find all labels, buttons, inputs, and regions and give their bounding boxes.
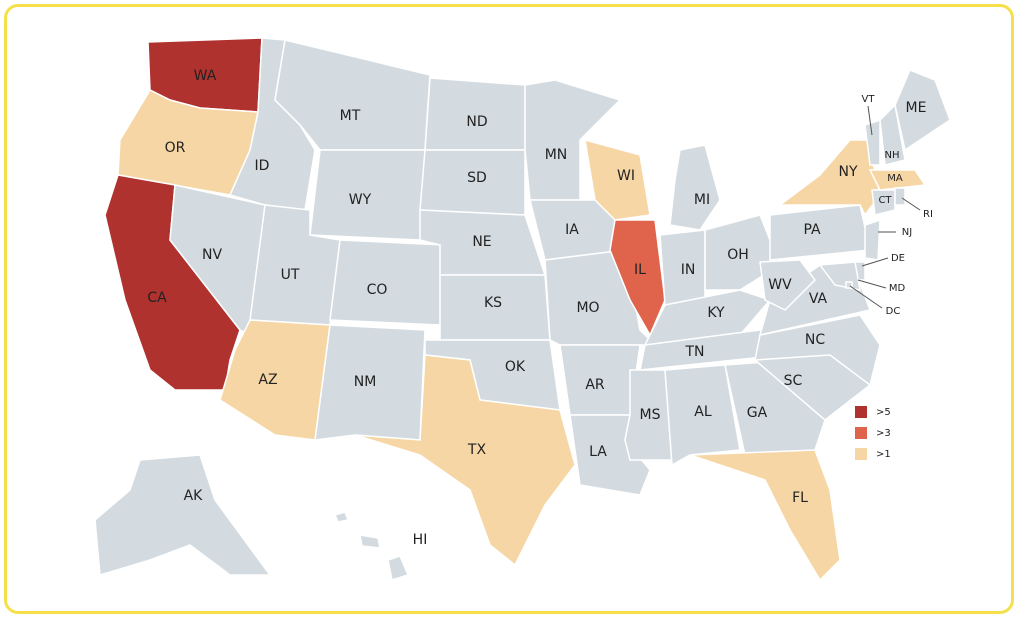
state-label: AK: [184, 488, 204, 504]
legend-label: >3: [876, 428, 891, 439]
legend-swatch: [855, 448, 867, 460]
state-label: ND: [466, 114, 487, 130]
state-label: NM: [354, 374, 377, 390]
legend-swatch: [855, 406, 867, 418]
state-label: NE: [472, 234, 491, 250]
state-label: NC: [805, 332, 825, 348]
state: [759, 259, 816, 311]
state-label: OH: [727, 247, 749, 263]
state-label: FL: [792, 490, 808, 506]
state: [584, 138, 651, 221]
state-label: WY: [349, 192, 372, 208]
state-label: TX: [467, 442, 487, 458]
state: [864, 218, 881, 261]
state-label: MO: [576, 300, 599, 316]
state: [754, 314, 881, 387]
state: [894, 187, 906, 206]
frame: [4, 4, 1014, 614]
state-label: NJ: [902, 227, 912, 238]
state-label: NV: [202, 247, 222, 263]
state-label: MA: [887, 173, 903, 184]
state: [94, 454, 272, 576]
state-label: GA: [747, 405, 768, 421]
state-label: OK: [505, 359, 526, 375]
state-label: WV: [768, 277, 792, 293]
state-label: PA: [803, 222, 821, 238]
state-label: SC: [784, 373, 803, 389]
state-label: DC: [886, 306, 901, 317]
state: [524, 79, 622, 201]
state-label: AR: [585, 377, 605, 393]
state: [664, 364, 741, 467]
state-label: MD: [889, 283, 906, 294]
legend-label: >1: [876, 449, 891, 460]
state-label: HI: [413, 532, 428, 548]
state-label: ME: [906, 100, 927, 116]
state-label: AZ: [258, 372, 277, 388]
legend-label: >5: [876, 407, 891, 418]
state: [689, 449, 841, 582]
state-label: MT: [340, 108, 361, 124]
state-label: CO: [367, 282, 388, 298]
state: [864, 118, 881, 166]
state: [643, 289, 772, 346]
leader-line: [901, 197, 921, 211]
state-label: MN: [545, 147, 568, 163]
state-label: SD: [467, 170, 487, 186]
leader-line: [867, 105, 873, 136]
state: [777, 139, 881, 217]
state: [868, 169, 927, 191]
state-label: KS: [484, 295, 502, 311]
state-label: IN: [681, 262, 696, 278]
state-label: WA: [194, 68, 217, 84]
state-label: MI: [694, 192, 710, 208]
state-label: MS: [640, 407, 661, 423]
state-label: ID: [255, 158, 270, 174]
state-label: CT: [878, 195, 892, 206]
state: [894, 69, 951, 152]
state-label: OR: [165, 140, 186, 156]
state-label: NH: [885, 150, 900, 161]
state-label: RI: [923, 209, 933, 220]
leader-line: [861, 257, 889, 267]
state-label: TN: [684, 344, 704, 360]
state-label: UT: [281, 267, 300, 283]
state-label: AL: [694, 404, 712, 420]
state: [333, 511, 410, 581]
leader-line: [857, 279, 887, 289]
state: [879, 103, 906, 166]
state-label: LA: [589, 444, 607, 460]
state: [669, 144, 721, 231]
legend-swatch: [855, 427, 867, 439]
state: [329, 239, 446, 326]
state-label: VA: [809, 291, 828, 307]
state-label: DE: [891, 253, 905, 264]
state-label: WI: [617, 168, 635, 184]
state-label: KY: [707, 305, 725, 321]
state-label: VT: [862, 94, 876, 105]
state-label: NY: [838, 164, 857, 180]
state: [354, 354, 576, 567]
leader-line: [849, 285, 883, 309]
state: [871, 189, 896, 216]
state-label: CA: [147, 290, 167, 306]
state-label: IL: [634, 262, 646, 278]
state-label: IA: [565, 222, 579, 238]
